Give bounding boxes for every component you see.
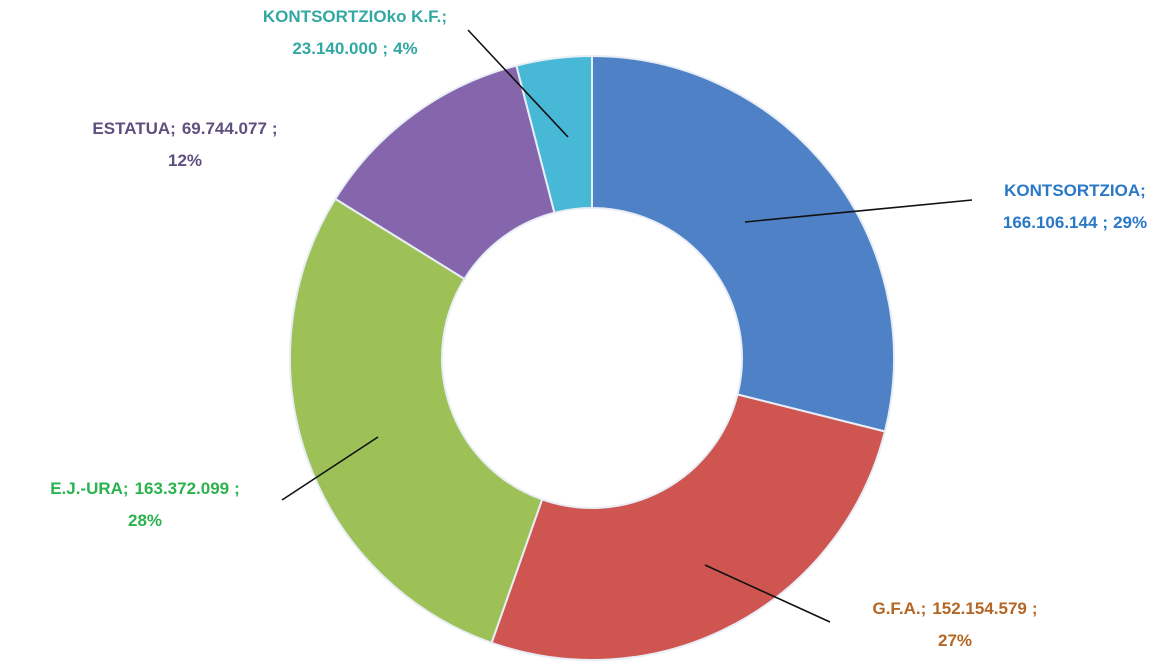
donut-slice: [591, 54, 895, 433]
data-label: E.J.-URA; 163.372.099; 28%: [50, 479, 240, 530]
label-part: 23.140.000: [292, 39, 377, 58]
label-part: ;: [1140, 181, 1146, 200]
label-part: 29%: [1113, 213, 1147, 232]
label-part: ;: [1102, 213, 1108, 232]
label-part: ;: [382, 39, 388, 58]
label-part: 69.744.077: [182, 119, 267, 138]
label-part: ;: [123, 479, 129, 498]
label-part: 27%: [938, 631, 972, 650]
data-label: KONTSORTZIOko K.F.; 23.140.000; 4%: [263, 7, 447, 58]
label-part: 4%: [393, 39, 418, 58]
label-part: ;: [921, 599, 927, 618]
label-part: ;: [1032, 599, 1038, 618]
label-part: 166.106.144: [1003, 213, 1098, 232]
label-part: 12%: [168, 151, 202, 170]
label-part: KONTSORTZIOko K.F.: [263, 7, 442, 26]
label-part: ESTATUA: [92, 119, 170, 138]
label-part: ;: [272, 119, 278, 138]
donut-slice: [515, 54, 593, 214]
donut-slice: [289, 197, 544, 645]
data-label: G.F.A.; 152.154.579; 27%: [872, 599, 1037, 650]
data-label: KONTSORTZIOA; 166.106.144; 29%: [1003, 181, 1147, 232]
label-part: ;: [170, 119, 176, 138]
leader-line: [467, 29, 569, 138]
label-part: ;: [441, 7, 447, 26]
label-part: ;: [234, 479, 240, 498]
label-part: 28%: [128, 511, 162, 530]
leader-line: [281, 436, 379, 501]
donut-slice: [490, 393, 887, 661]
data-label: ESTATUA; 69.744.077; 12%: [92, 119, 277, 170]
label-part: E.J.-URA: [50, 479, 123, 498]
label-part: KONTSORTZIOA: [1004, 181, 1140, 200]
leader-line: [704, 564, 831, 623]
label-part: G.F.A.: [872, 599, 920, 618]
label-part: 152.154.579: [932, 599, 1027, 618]
leader-line: [744, 199, 973, 223]
label-part: 163.372.099: [135, 479, 230, 498]
